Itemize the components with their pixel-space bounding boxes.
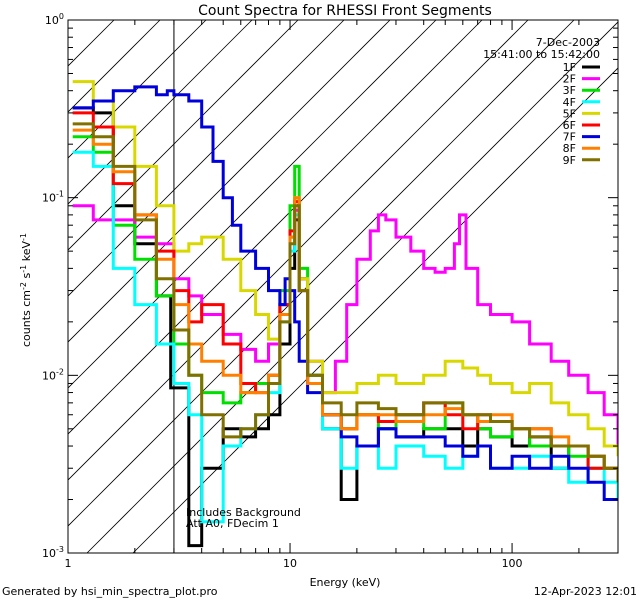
legend-label-7f: 7F: [563, 131, 576, 144]
legend-label-1f: 1F: [563, 61, 576, 74]
legend-label-2f: 2F: [563, 73, 576, 86]
legend-label-9f: 9F: [563, 154, 576, 167]
legend-label-3f: 3F: [563, 84, 576, 97]
legend-label-5f: 5F: [563, 107, 576, 120]
footer-date: 12-Apr-2023 12:01: [534, 585, 637, 598]
legend-label-4f: 4F: [563, 96, 576, 109]
annotation-background: Includes Background: [186, 506, 301, 519]
x-tick-label: 1: [65, 557, 72, 570]
series-line-2f: [72, 204, 618, 446]
plot-frame: [67, 19, 619, 554]
series-line-6f: [72, 111, 618, 483]
y-tick-label: 10-1: [42, 190, 64, 205]
y-tick-label: 10-3: [42, 545, 64, 560]
time-range-label: 15:41:00 to 15:42:00: [483, 48, 600, 61]
y-tick-label: 100: [45, 12, 64, 27]
chart-title: Count Spectra for RHESSI Front Segments: [198, 3, 492, 19]
footer-generated: Generated by hsi_min_spectra_plot.pro: [2, 585, 218, 598]
x-axis-label: Energy (keV): [310, 576, 381, 589]
date-label: 7-Dec-2003: [536, 36, 600, 49]
y-tick-label: 10-2: [42, 367, 64, 382]
annotation-attenuator: Att A0, FDecim 1: [186, 517, 279, 530]
axis-ticks: [67, 19, 619, 554]
y-axis-label: counts cm-2 s-1 keV-1: [19, 233, 33, 347]
x-tick-label: 10: [283, 557, 297, 570]
x-tick-label: 100: [502, 557, 523, 570]
series-line-5f: [72, 80, 618, 457]
legend-label-8f: 8F: [563, 142, 576, 155]
series-line-7f: [72, 85, 618, 501]
series-line-9f: [72, 122, 618, 483]
legend-label-6f: 6F: [563, 119, 576, 132]
